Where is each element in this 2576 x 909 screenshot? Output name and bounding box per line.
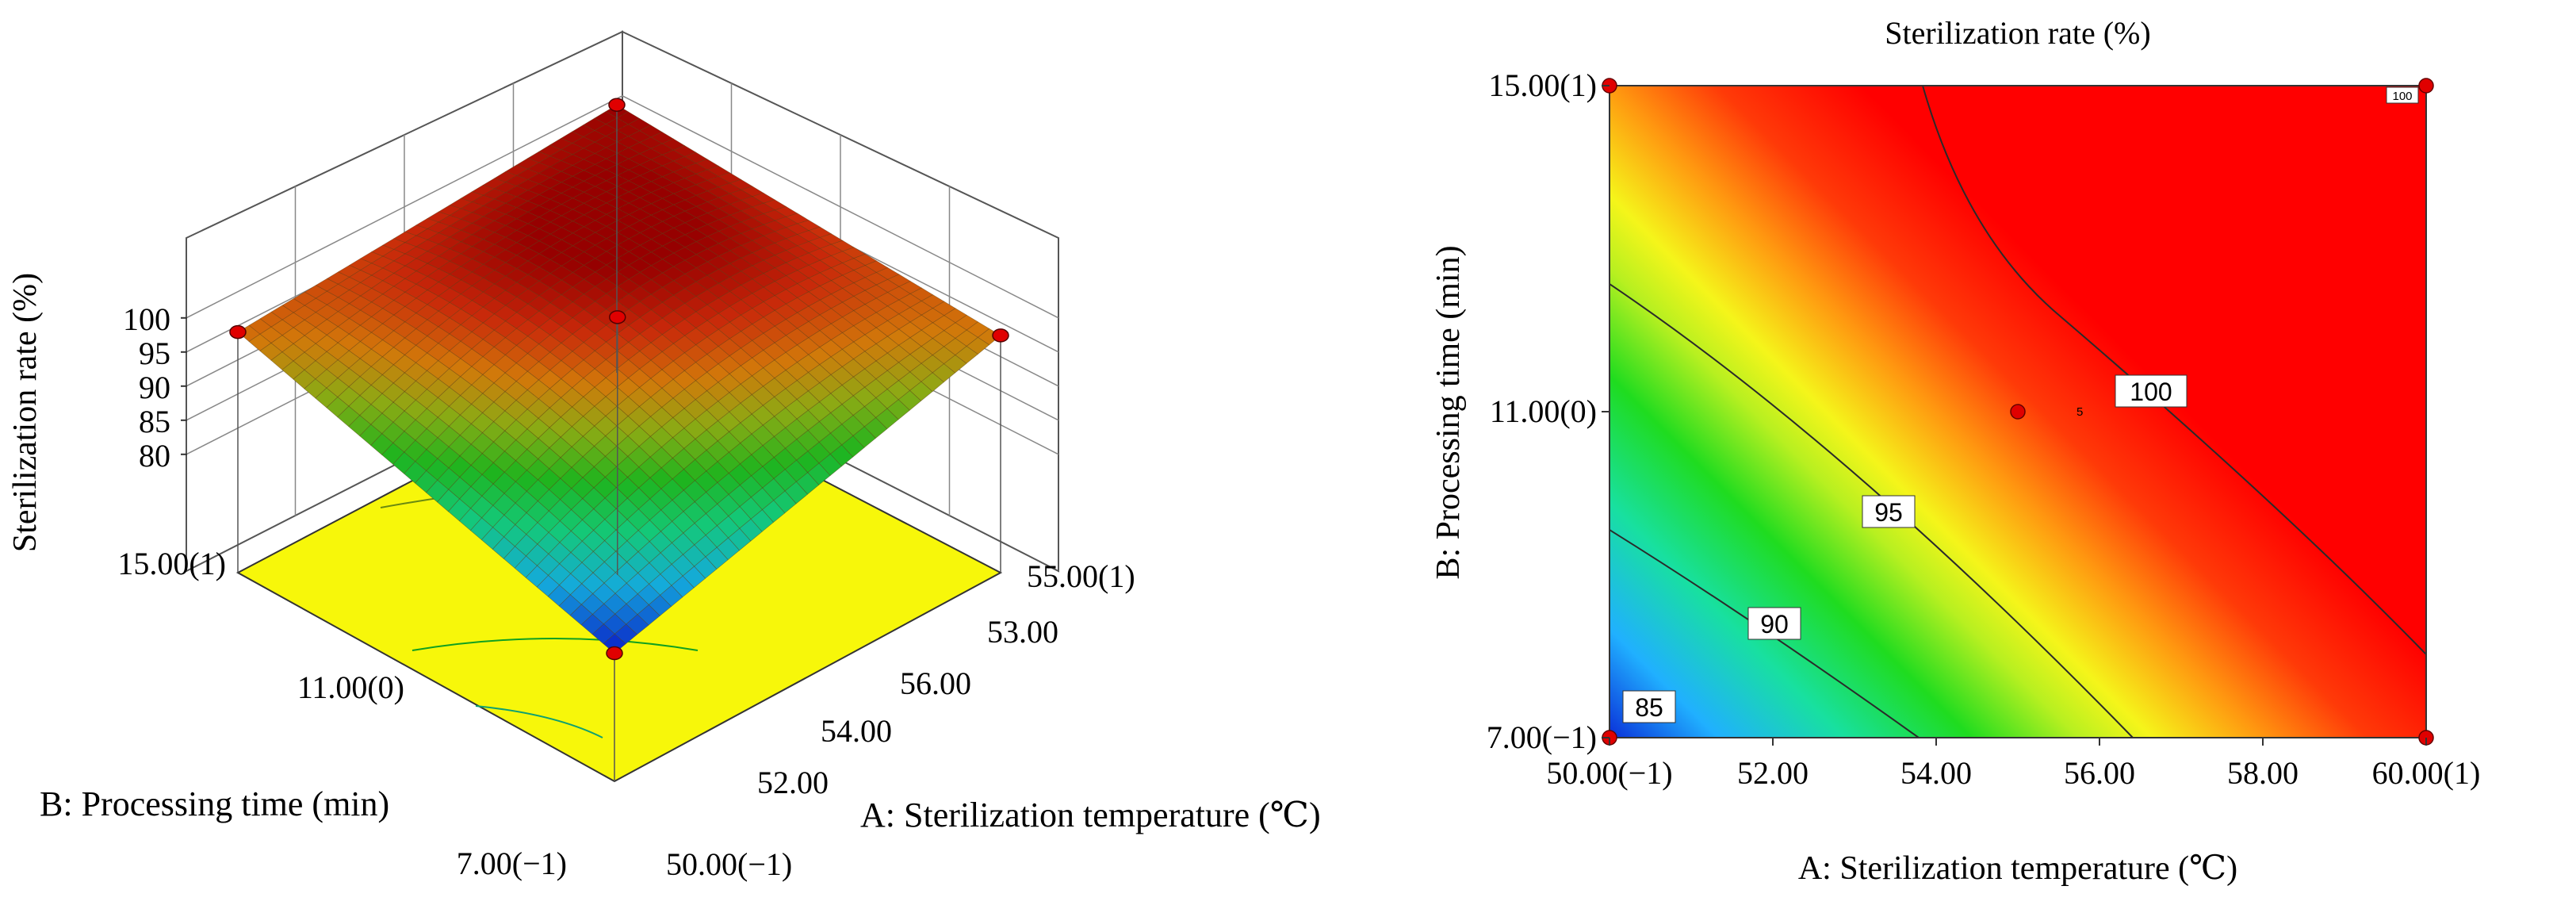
b-axis-ticks: 15.00(1) 11.00(0) 7.00(−1)	[117, 546, 567, 881]
corner-level-label: 100	[2392, 90, 2412, 103]
b-tick-label: 11.00(0)	[297, 669, 404, 705]
contour-x-axis-title: A: Sterilization temperature (℃)	[1798, 850, 2237, 887]
center-point-label: 5	[2076, 405, 2083, 419]
x-tick-label: 60.00(1)	[2372, 755, 2481, 791]
surface-design-point	[606, 646, 623, 661]
contour-y-axis-title: B: Processing time (min)	[1430, 245, 1467, 579]
contour-design-point	[2010, 404, 2026, 420]
b-axis-title: B: Processing time (min)	[40, 784, 389, 823]
contour-label-box	[1747, 607, 1801, 640]
x-tick-label: 52.00	[1737, 755, 1809, 791]
a-tick-label: 50.00(−1)	[666, 846, 792, 882]
a-tick-label: 54.00	[821, 713, 892, 749]
contour-line-100	[1922, 86, 2426, 655]
contour-label-box	[2115, 374, 2187, 408]
x-axis-ticks: 50.00(−1) 52.00 54.00 56.00 58.00 60.00(1)	[1546, 738, 2480, 791]
a-tick-label: 56.00	[900, 665, 971, 701]
y-tick-label: 15.00(1)	[1488, 67, 1597, 103]
contour-label-text: 90	[1760, 610, 1789, 639]
a-tick-label: 53.00	[987, 614, 1058, 650]
z-tick-label: 85	[139, 404, 170, 439]
surface-design-point	[608, 98, 626, 112]
wall-gridline	[186, 95, 623, 319]
contour-label-85: 85	[1622, 690, 1676, 723]
x-tick-label: 50.00(−1)	[1546, 755, 1672, 791]
a-tick-label: 52.00	[757, 765, 829, 800]
x-tick-label: 54.00	[1900, 755, 1972, 791]
b-tick-label: 7.00(−1)	[457, 846, 567, 881]
z-axis-title: Sterilization rate (%)	[7, 273, 44, 552]
contour-label-box	[1862, 495, 1916, 528]
contour-line-95	[1610, 283, 2134, 738]
surface-design-point	[609, 310, 626, 324]
x-tick-label: 56.00	[2064, 755, 2135, 791]
contour-title: Sterilization rate (%)	[1885, 15, 2150, 51]
surface-design-point	[992, 328, 1009, 343]
z-tick-label: 95	[139, 336, 170, 371]
y-tick-label: 7.00(−1)	[1487, 719, 1597, 755]
z-tick-label: 100	[123, 301, 170, 337]
surface-drop-lines	[237, 105, 1001, 781]
z-tick-label: 90	[139, 370, 170, 405]
x-tick-label: 58.00	[2227, 755, 2298, 791]
surface-design-point	[229, 324, 247, 339]
contour-design-point	[2418, 78, 2434, 94]
contour-label-text: 95	[1874, 498, 1903, 527]
floor-contour-line	[475, 705, 603, 738]
a-tick-label: 55.00(1)	[1027, 558, 1135, 594]
y-tick-label: 11.00(0)	[1490, 393, 1597, 429]
y-axis-ticks: 7.00(−1) 11.00(0) 15.00(1)	[1487, 67, 1610, 755]
b-tick-label: 15.00(1)	[117, 546, 226, 581]
contour-label-text: 85	[1635, 693, 1663, 722]
response-surface	[237, 104, 1001, 654]
contour-label-text: 100	[2130, 378, 2172, 406]
contour-label-90: 90	[1747, 607, 1801, 640]
contour-level-labels: 85 90 95 100	[1622, 374, 2187, 723]
floor-contour-line	[411, 638, 699, 651]
contour-label-box	[1622, 690, 1676, 723]
contour-label-100: 100	[2115, 374, 2187, 408]
contour-label-95: 95	[1862, 495, 1916, 528]
corner-label-box: 100	[2386, 86, 2419, 104]
a-axis-title: A: Sterilization temperature (℃)	[860, 796, 1321, 834]
z-tick-label: 80	[139, 438, 170, 474]
surface-design-points	[229, 98, 1009, 661]
contour-plot: Sterilization rate (%) 85 90 95 100 5 100 5…	[1430, 15, 2480, 887]
wall-gridline	[622, 95, 1059, 319]
